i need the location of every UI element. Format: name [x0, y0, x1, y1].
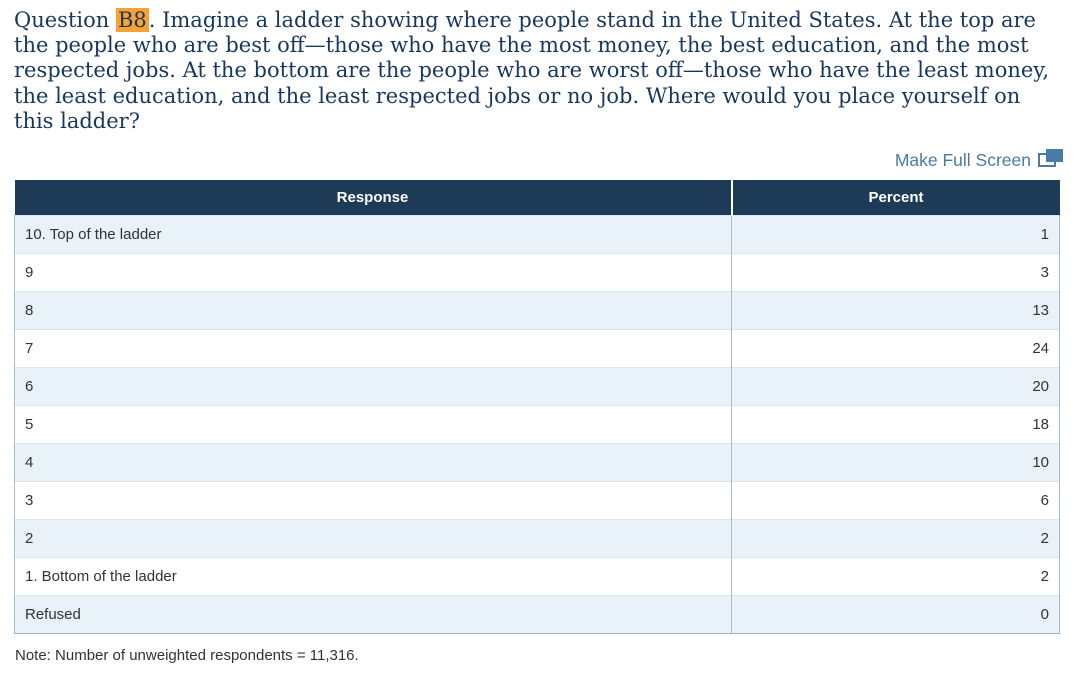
response-cell: 9	[14, 253, 732, 292]
table-header-row: Response Percent	[14, 179, 1060, 216]
response-cell: 10. Top of the ladder	[14, 215, 732, 254]
response-cell: 4	[14, 443, 732, 482]
table-row: 4 10	[14, 443, 1060, 482]
fullscreen-bar: Make Full Screen	[0, 149, 1064, 173]
table-row: 2 2	[14, 519, 1060, 558]
question-id-highlight: B8	[115, 8, 149, 32]
table-row: 8 13	[14, 291, 1060, 330]
response-cell: 3	[14, 481, 732, 520]
respondents-note: Note: Number of unweighted respondents =…	[15, 647, 359, 665]
percent-cell: 2	[731, 557, 1060, 596]
question-body: . Imagine a ladder showing where people …	[14, 8, 1050, 133]
table-row: 6 20	[14, 367, 1060, 406]
fullscreen-icon[interactable]	[1038, 148, 1064, 173]
make-fullscreen-button[interactable]: Make Full Screen	[894, 150, 1031, 171]
table-row: 1. Bottom of the ladder 2	[14, 557, 1060, 596]
response-cell: 6	[14, 367, 732, 406]
response-cell: Refused	[14, 595, 732, 635]
response-cell: 7	[14, 329, 732, 368]
table-row: 9 3	[14, 253, 1060, 292]
percent-cell: 1	[731, 215, 1060, 254]
percent-cell: 18	[731, 405, 1060, 444]
response-cell: 8	[14, 291, 732, 330]
table-row: Refused 0	[14, 595, 1060, 635]
percent-cell: 6	[731, 481, 1060, 520]
column-header-percent: Percent	[730, 179, 1060, 216]
table-row: 3 6	[14, 481, 1060, 520]
results-table: Response Percent 10. Top of the ladder 1…	[14, 179, 1060, 635]
response-cell: 1. Bottom of the ladder	[14, 557, 732, 596]
percent-cell: 13	[731, 291, 1060, 330]
response-cell: 5	[14, 405, 732, 444]
response-cell: 2	[14, 519, 732, 558]
table-row: 7 24	[14, 329, 1060, 368]
percent-cell: 10	[731, 443, 1060, 482]
question-prefix: Question	[14, 8, 116, 32]
table-row: 5 18	[14, 405, 1060, 444]
percent-cell: 0	[731, 595, 1060, 635]
percent-cell: 24	[731, 329, 1060, 368]
percent-cell: 2	[731, 519, 1060, 558]
column-header-response: Response	[14, 179, 732, 216]
percent-cell: 3	[731, 253, 1060, 292]
percent-cell: 20	[731, 367, 1060, 406]
table-row: 10. Top of the ladder 1	[14, 215, 1060, 254]
question-text: Question B8. Imagine a ladder showing wh…	[14, 8, 1065, 134]
